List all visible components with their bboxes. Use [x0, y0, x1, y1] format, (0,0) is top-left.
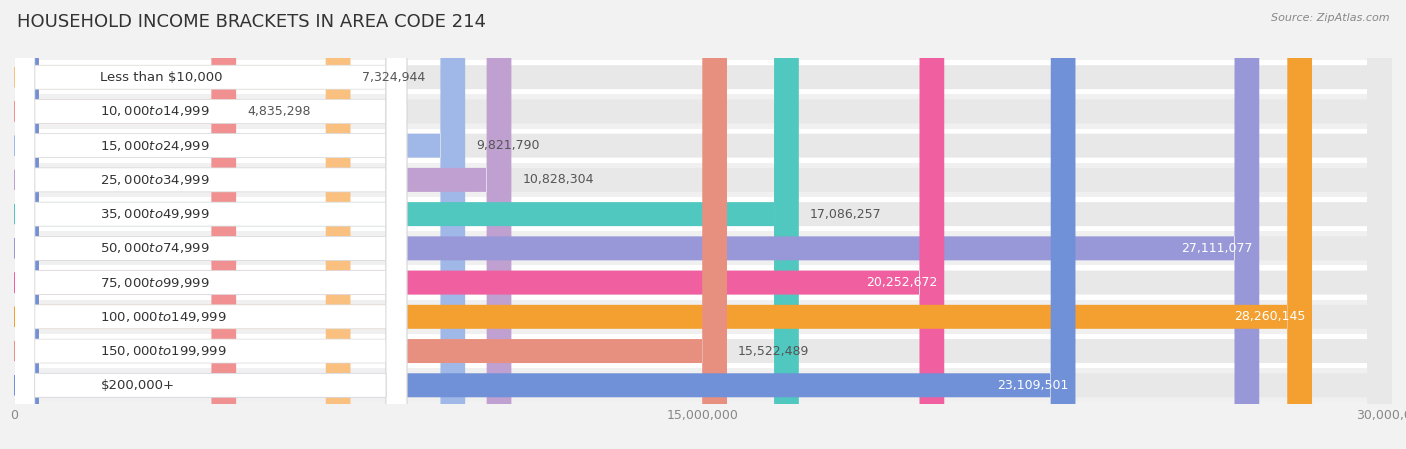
FancyBboxPatch shape	[14, 0, 406, 449]
FancyBboxPatch shape	[14, 0, 1392, 449]
FancyBboxPatch shape	[14, 0, 406, 449]
FancyBboxPatch shape	[14, 0, 406, 449]
FancyBboxPatch shape	[14, 0, 1076, 449]
FancyBboxPatch shape	[14, 0, 465, 449]
Bar	[14, 299, 1392, 334]
Bar	[14, 368, 1392, 402]
FancyBboxPatch shape	[14, 0, 1392, 449]
FancyBboxPatch shape	[14, 0, 406, 449]
FancyBboxPatch shape	[14, 0, 1392, 449]
Text: $10,000 to $14,999: $10,000 to $14,999	[100, 105, 209, 119]
Text: $25,000 to $34,999: $25,000 to $34,999	[100, 173, 209, 187]
Text: HOUSEHOLD INCOME BRACKETS IN AREA CODE 214: HOUSEHOLD INCOME BRACKETS IN AREA CODE 2…	[17, 13, 486, 31]
Text: $50,000 to $74,999: $50,000 to $74,999	[100, 242, 209, 255]
FancyBboxPatch shape	[14, 0, 1392, 449]
FancyBboxPatch shape	[14, 0, 350, 449]
FancyBboxPatch shape	[14, 0, 799, 449]
FancyBboxPatch shape	[14, 0, 406, 449]
Text: 15,522,489: 15,522,489	[738, 344, 810, 357]
Text: $35,000 to $49,999: $35,000 to $49,999	[100, 207, 209, 221]
Text: 20,252,672: 20,252,672	[866, 276, 938, 289]
Text: $200,000+: $200,000+	[100, 379, 174, 392]
FancyBboxPatch shape	[14, 0, 406, 449]
Bar	[14, 334, 1392, 368]
FancyBboxPatch shape	[14, 0, 727, 449]
FancyBboxPatch shape	[14, 0, 1312, 449]
Text: $100,000 to $149,999: $100,000 to $149,999	[100, 310, 226, 324]
Bar	[14, 163, 1392, 197]
FancyBboxPatch shape	[14, 0, 406, 449]
Text: $15,000 to $24,999: $15,000 to $24,999	[100, 139, 209, 153]
FancyBboxPatch shape	[14, 0, 945, 449]
Bar	[14, 197, 1392, 231]
Text: Source: ZipAtlas.com: Source: ZipAtlas.com	[1271, 13, 1389, 23]
FancyBboxPatch shape	[14, 0, 1392, 449]
Bar	[14, 94, 1392, 128]
FancyBboxPatch shape	[14, 0, 1260, 449]
Bar	[14, 128, 1392, 163]
Text: 4,835,298: 4,835,298	[247, 105, 311, 118]
FancyBboxPatch shape	[14, 0, 406, 449]
FancyBboxPatch shape	[14, 0, 1392, 449]
FancyBboxPatch shape	[14, 0, 1392, 449]
FancyBboxPatch shape	[14, 0, 1392, 449]
FancyBboxPatch shape	[14, 0, 406, 449]
Text: 27,111,077: 27,111,077	[1181, 242, 1253, 255]
Text: 23,109,501: 23,109,501	[997, 379, 1069, 392]
FancyBboxPatch shape	[14, 0, 512, 449]
Text: Less than $10,000: Less than $10,000	[100, 70, 224, 84]
Text: 7,324,944: 7,324,944	[361, 70, 425, 84]
Bar	[14, 60, 1392, 94]
FancyBboxPatch shape	[14, 0, 1392, 449]
FancyBboxPatch shape	[14, 0, 1392, 449]
Text: 28,260,145: 28,260,145	[1234, 310, 1305, 323]
Text: $150,000 to $199,999: $150,000 to $199,999	[100, 344, 226, 358]
Bar	[14, 231, 1392, 265]
Text: $75,000 to $99,999: $75,000 to $99,999	[100, 276, 209, 290]
Text: 10,828,304: 10,828,304	[523, 173, 593, 186]
Bar	[14, 265, 1392, 299]
Text: 9,821,790: 9,821,790	[477, 139, 540, 152]
Text: 17,086,257: 17,086,257	[810, 207, 882, 220]
FancyBboxPatch shape	[14, 0, 236, 449]
FancyBboxPatch shape	[14, 0, 406, 449]
